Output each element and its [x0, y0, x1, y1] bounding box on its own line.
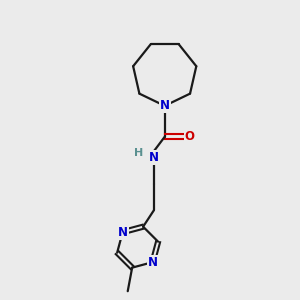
Text: N: N [148, 256, 158, 269]
Text: N: N [149, 151, 159, 164]
Text: O: O [185, 130, 195, 143]
Text: H: H [134, 148, 144, 158]
Text: N: N [160, 99, 170, 112]
Text: N: N [118, 226, 128, 239]
